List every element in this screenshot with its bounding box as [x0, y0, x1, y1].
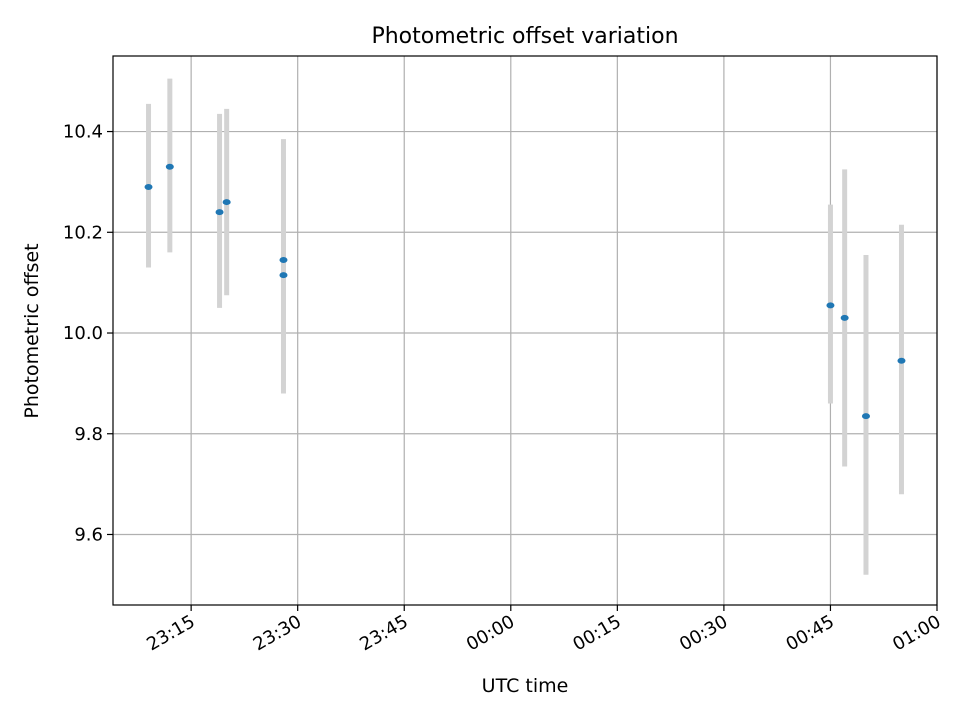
data-point-4: [222, 199, 231, 206]
y-tick-label: 9.8: [74, 424, 103, 445]
data-point-6: [279, 272, 288, 279]
x-axis-label: UTC time: [482, 675, 569, 697]
data-point-5: [279, 256, 288, 263]
data-point-10: [897, 357, 906, 364]
data-point-8: [840, 314, 849, 321]
y-tick-label: 10.2: [63, 222, 103, 243]
y-tick-label: 10.0: [63, 323, 103, 344]
chart-title: Photometric offset variation: [371, 24, 678, 49]
y-axis-label: Photometric offset: [21, 243, 43, 418]
data-point-9: [861, 413, 870, 420]
data-point-2: [165, 163, 174, 170]
plot-frame: [112, 55, 938, 606]
data-point-1: [144, 183, 153, 190]
y-tick-label: 9.6: [74, 524, 103, 545]
data-points: [144, 163, 906, 420]
y-axis-ticks: 9.6 9.8 10.0 10.2 10.4: [63, 122, 113, 545]
grid: [113, 56, 938, 605]
data-point-7: [826, 302, 835, 309]
data-point-3: [215, 209, 224, 216]
y-tick-label: 10.4: [63, 122, 103, 143]
